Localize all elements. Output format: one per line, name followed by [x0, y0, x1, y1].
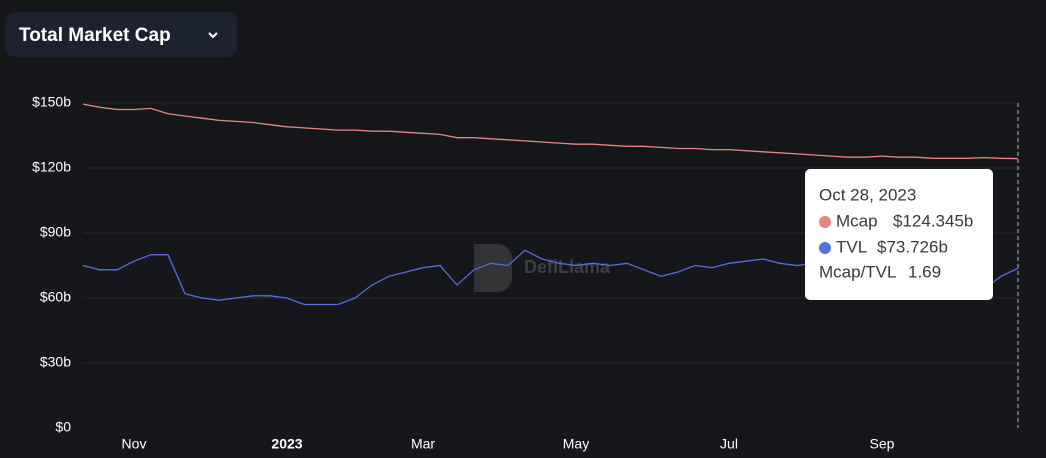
metric-button[interactable]: Total Market Cap	[5, 12, 237, 57]
x-tick-label: May	[563, 436, 589, 452]
x-tick-label: Jul	[720, 436, 738, 452]
tooltip-name: Mcap	[836, 211, 878, 230]
grid: $0 $30b $60b $90b $120b $150b Nov 2023 Mar May Jul…	[32, 94, 1018, 452]
y-tick-label: $30b	[40, 354, 71, 370]
x-tick-label: 2023	[271, 436, 302, 452]
button-label[interactable]: Total Market Cap	[19, 25, 171, 46]
x-tick-label: Mar	[411, 436, 435, 452]
tooltip-value: $124.345b	[893, 211, 973, 230]
tooltip-value: $73.726b	[877, 237, 948, 256]
x-tick-label: Sep	[870, 436, 895, 452]
tooltip-value: 1.69	[908, 262, 941, 281]
y-tick-label: $0	[55, 419, 71, 435]
watermark-text: DefiLlama	[524, 257, 611, 277]
tooltip-dot	[819, 216, 831, 228]
y-tick-label: $150b	[32, 94, 71, 110]
y-tick-label: $90b	[40, 224, 71, 240]
chevron[interactable]	[208, 32, 218, 39]
watermark-logo	[474, 244, 512, 292]
tooltip-name: TVL	[836, 237, 867, 256]
button-bg[interactable]	[5, 12, 237, 57]
tooltip-dot	[819, 242, 831, 254]
x-tick-label: Nov	[122, 436, 147, 452]
series-line	[82, 103, 1019, 160]
tooltip: Oct 28, 2023 Mcap $124.345b TVL $73.726b…	[805, 169, 993, 300]
tooltip-name: Mcap/TVL	[819, 262, 896, 281]
y-tick-label: $60b	[40, 289, 71, 305]
watermark: DefiLlama	[474, 244, 611, 292]
tooltip-bg	[805, 169, 993, 300]
tooltip-date: Oct 28, 2023	[819, 185, 916, 204]
y-tick-label: $120b	[32, 159, 71, 175]
